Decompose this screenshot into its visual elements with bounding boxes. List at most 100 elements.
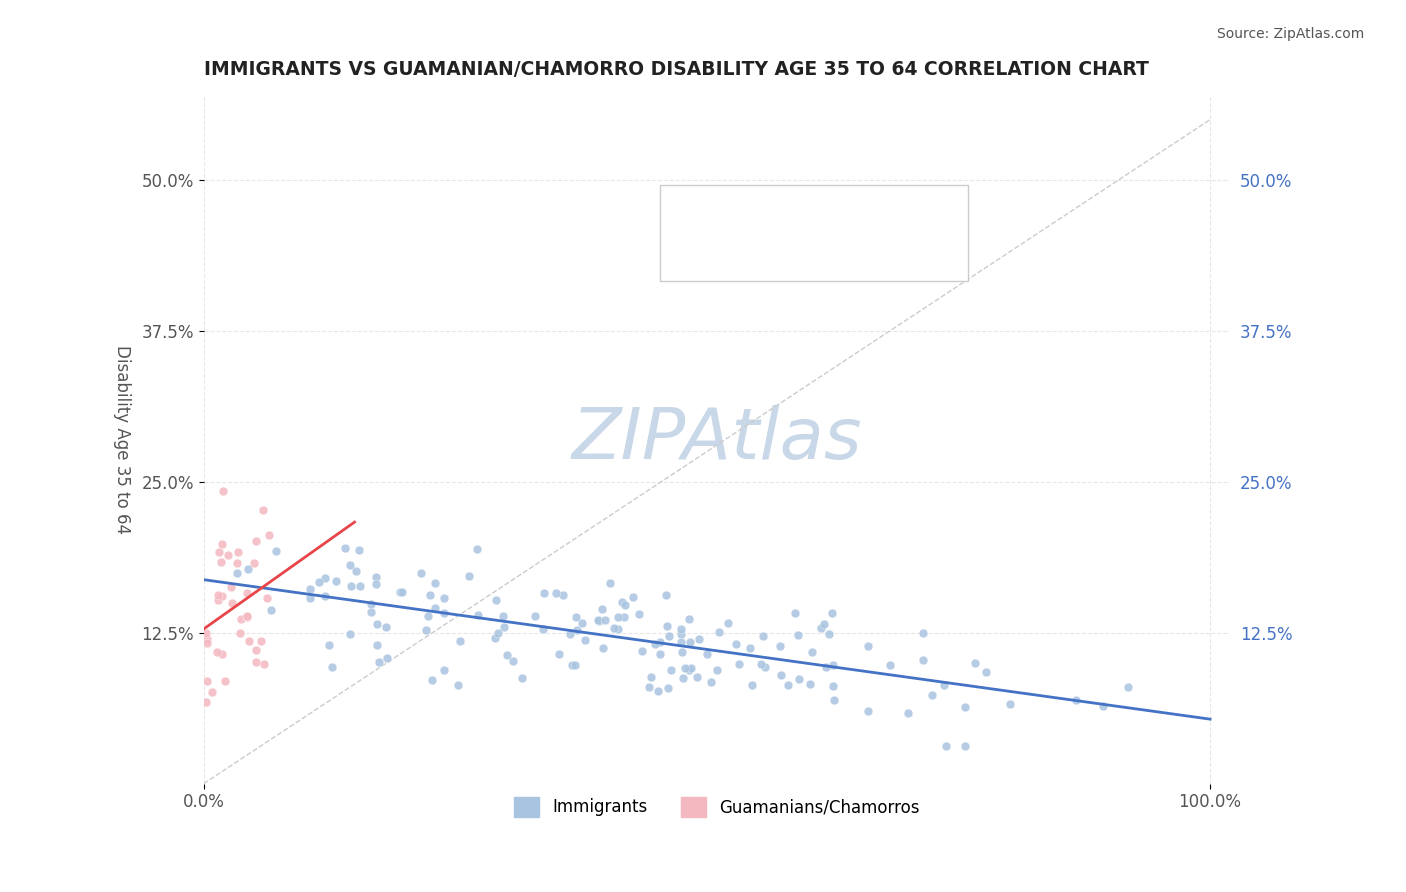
Point [727, 657, 749, 671]
Point [671, 635, 693, 649]
Point [349, 579, 371, 593]
Point [502, 654, 524, 668]
Point [1064, 693, 1087, 707]
Point [934, 678, 956, 692]
Point [347, 542, 370, 557]
Point [815, 659, 838, 673]
Point [607, 610, 630, 624]
Point [467, 607, 489, 622]
Point [738, 640, 761, 655]
Point [599, 576, 621, 591]
Point [243, 556, 266, 570]
Point [375, 651, 398, 665]
Point [207, 545, 229, 559]
Point [195, 632, 218, 646]
Point [449, 633, 471, 648]
Point [298, 582, 321, 597]
Point [245, 642, 267, 657]
Point [699, 674, 721, 689]
Point [486, 626, 509, 640]
Point [671, 622, 693, 636]
Point [709, 625, 731, 640]
Point [314, 589, 336, 603]
Point [897, 706, 920, 721]
Point [606, 623, 628, 637]
Point [211, 647, 233, 661]
Point [823, 658, 845, 673]
Point [366, 638, 388, 652]
Point [648, 647, 671, 661]
Point [564, 658, 586, 673]
Point [553, 588, 575, 602]
Point [366, 569, 388, 583]
Point [547, 647, 569, 661]
Point [325, 574, 347, 588]
Point [484, 592, 506, 607]
Point [236, 609, 259, 624]
Point [510, 671, 533, 685]
Point [688, 632, 710, 647]
Point [1116, 680, 1139, 694]
Point [571, 615, 593, 630]
Point [921, 688, 943, 702]
Point [770, 668, 793, 682]
Point [523, 609, 546, 624]
Point [457, 569, 479, 583]
Point [360, 605, 382, 619]
Point [800, 645, 823, 659]
Point [749, 657, 772, 671]
Point [235, 610, 257, 624]
Point [531, 622, 554, 636]
Point [257, 528, 280, 542]
Point [769, 639, 792, 653]
Point [879, 658, 901, 673]
Point [221, 580, 243, 594]
Point [299, 591, 322, 606]
Point [238, 634, 260, 648]
Point [588, 613, 610, 627]
Point [673, 661, 696, 675]
Point [207, 592, 229, 607]
Point [678, 664, 700, 678]
Point [226, 545, 249, 559]
Point [494, 619, 516, 633]
Point [592, 640, 614, 655]
Point [935, 739, 957, 753]
Point [245, 655, 267, 669]
Point [250, 634, 273, 648]
Point [423, 576, 446, 591]
Point [211, 537, 233, 551]
Point [613, 598, 636, 612]
Point [610, 595, 633, 609]
Point [229, 626, 252, 640]
Point [561, 658, 583, 673]
Point [953, 739, 976, 754]
Point [754, 660, 776, 674]
Point [344, 565, 367, 579]
Point [741, 678, 763, 692]
Point [360, 597, 382, 611]
Point [640, 670, 662, 684]
Point [212, 483, 235, 498]
Point [628, 607, 651, 621]
Point [211, 589, 233, 603]
Point [776, 678, 799, 692]
Point [484, 631, 506, 645]
Point [974, 665, 997, 679]
Point [787, 628, 810, 642]
Point [411, 566, 433, 581]
Point [638, 680, 661, 694]
Point [593, 613, 616, 627]
Point [491, 609, 513, 624]
Point [686, 670, 709, 684]
Point [588, 614, 610, 628]
Point [209, 555, 232, 569]
Point [856, 639, 879, 653]
Point [574, 632, 596, 647]
Point [821, 606, 844, 620]
Point [785, 606, 807, 620]
Point [965, 656, 987, 670]
Point [333, 541, 356, 556]
Point [856, 704, 879, 718]
Point [817, 627, 839, 641]
